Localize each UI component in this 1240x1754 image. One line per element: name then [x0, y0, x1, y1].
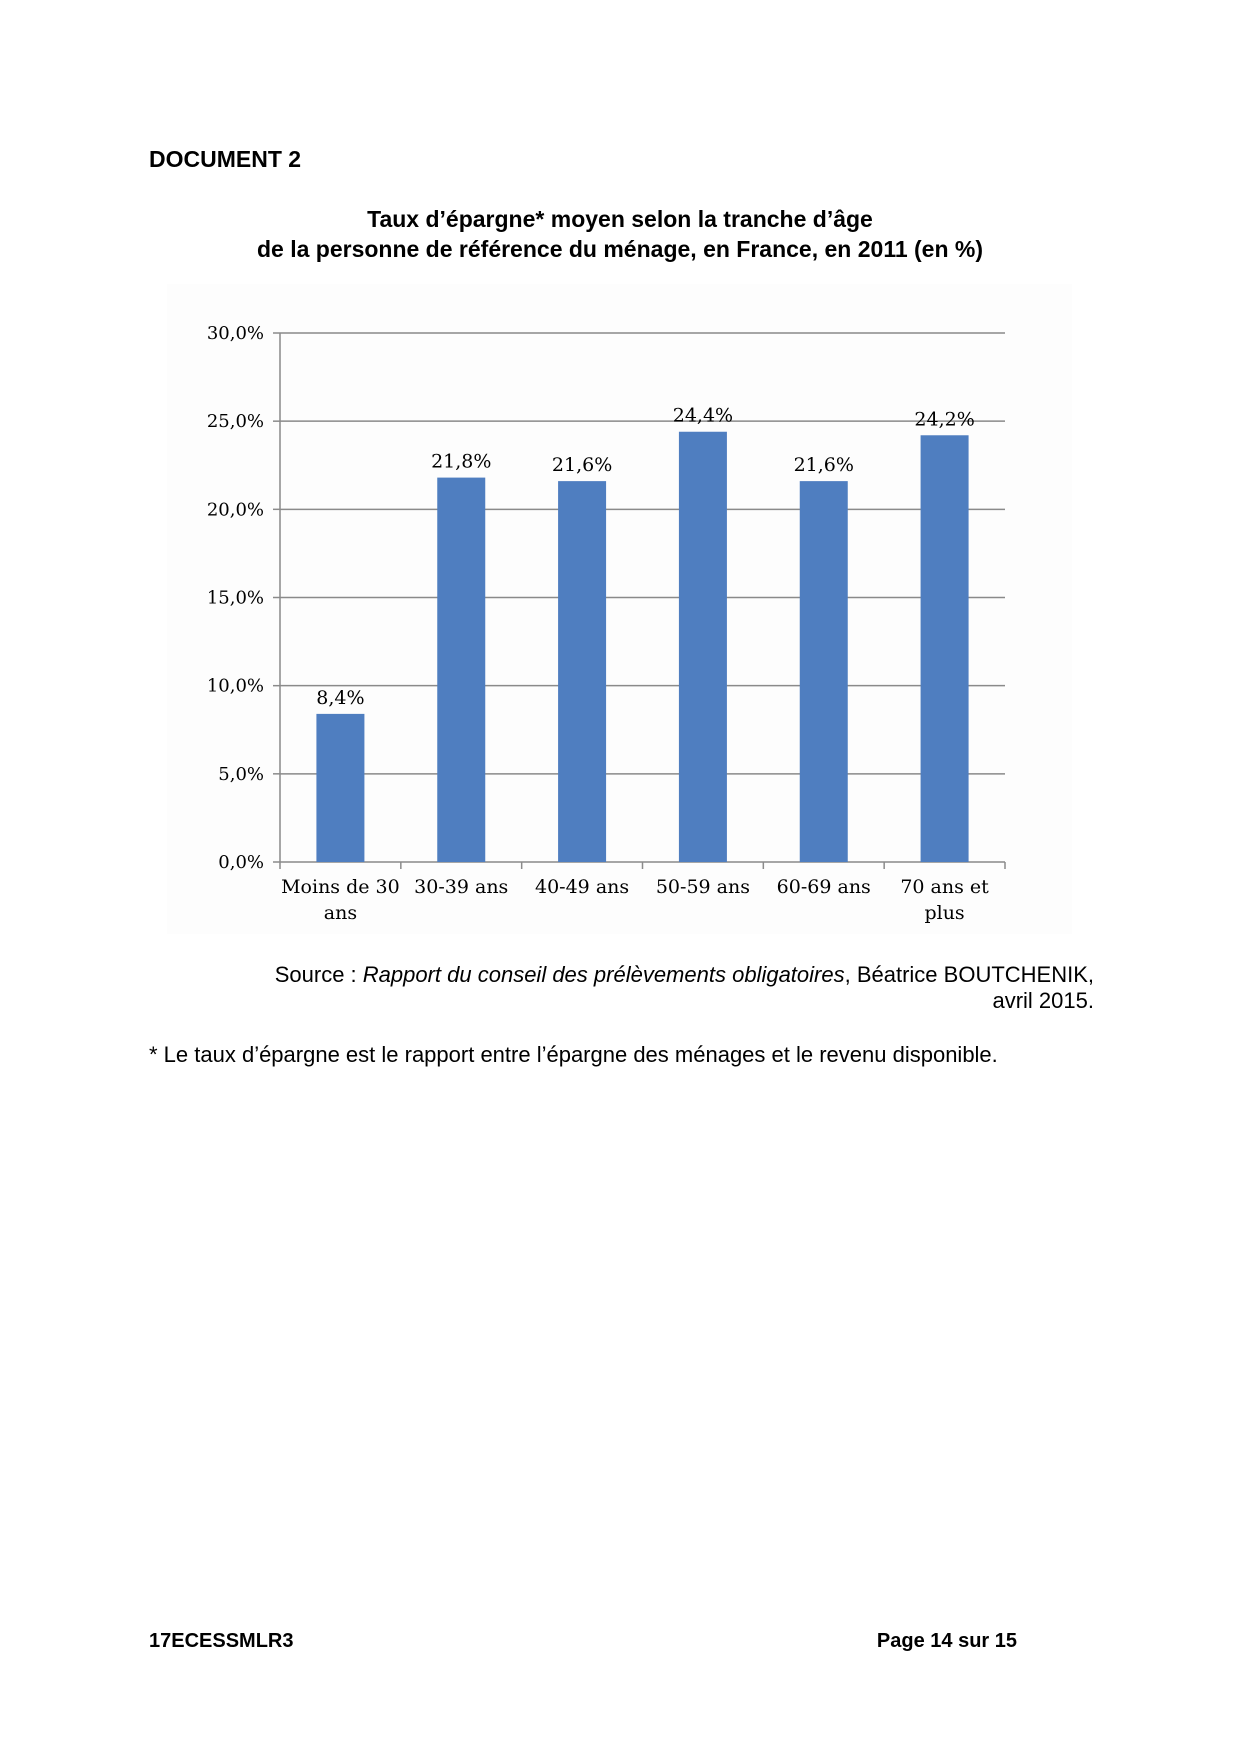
category-label: Moins de 30 — [281, 876, 400, 898]
data-label: 24,4% — [673, 405, 733, 427]
source-date: avril 2015. — [992, 988, 1094, 1013]
source-prefix: Source : — [274, 962, 363, 987]
category-label: 30-39 ans — [414, 876, 508, 898]
bar — [678, 431, 727, 862]
bar — [920, 435, 969, 862]
y-tick-label: 5,0% — [218, 764, 264, 785]
bar — [558, 481, 607, 862]
y-tick-label: 0,0% — [218, 852, 264, 873]
data-label: 21,8% — [431, 451, 491, 473]
data-label: 21,6% — [794, 454, 854, 476]
bar-chart: 0,0% 5,0% 10,0% 15,0% 20,0% 25,0% 30,0% 8,4% Moi… — [167, 284, 1072, 934]
chart-title-line1: Taux d’épargne* moyen selon la tranche d… — [367, 206, 873, 232]
category-label: ans — [324, 902, 357, 924]
data-label: 8,4% — [316, 687, 364, 709]
category-label: plus — [924, 902, 964, 924]
data-label: 21,6% — [552, 454, 612, 476]
bar — [437, 477, 486, 862]
bar-chart-svg: 0,0% 5,0% 10,0% 15,0% 20,0% 25,0% 30,0% 8,4% Moi… — [167, 284, 1072, 934]
document-label: DOCUMENT 2 — [149, 146, 302, 172]
data-label: 24,2% — [914, 408, 974, 430]
category-label: 70 ans et — [900, 876, 989, 898]
category-label: 60-69 ans — [777, 876, 871, 898]
bar — [799, 481, 848, 862]
footer-page-number: Page 14 sur 15 — [876, 1630, 1017, 1652]
category-label: 50-59 ans — [656, 876, 750, 898]
y-tick-label: 10,0% — [207, 676, 264, 697]
footer-code: 17ECESSMLR3 — [149, 1630, 294, 1652]
category-label: 40-49 ans — [535, 876, 629, 898]
y-tick-label: 30,0% — [207, 323, 264, 344]
y-tick-label: 25,0% — [207, 411, 264, 432]
bar — [316, 713, 365, 862]
y-tick-label: 15,0% — [207, 588, 264, 609]
source-citation: Source : Rapport du conseil des prélèvem… — [194, 962, 1094, 1014]
y-tick-label: 20,0% — [207, 499, 264, 520]
chart-title-line2: de la personne de référence du ménage, e… — [256, 236, 984, 262]
source-title: Rapport du conseil des prélèvements obli… — [362, 962, 845, 987]
footnote: * Le taux d’épargne est le rapport entre… — [149, 1042, 998, 1067]
source-author: , Béatrice BOUTCHENIK, — [844, 962, 1094, 987]
